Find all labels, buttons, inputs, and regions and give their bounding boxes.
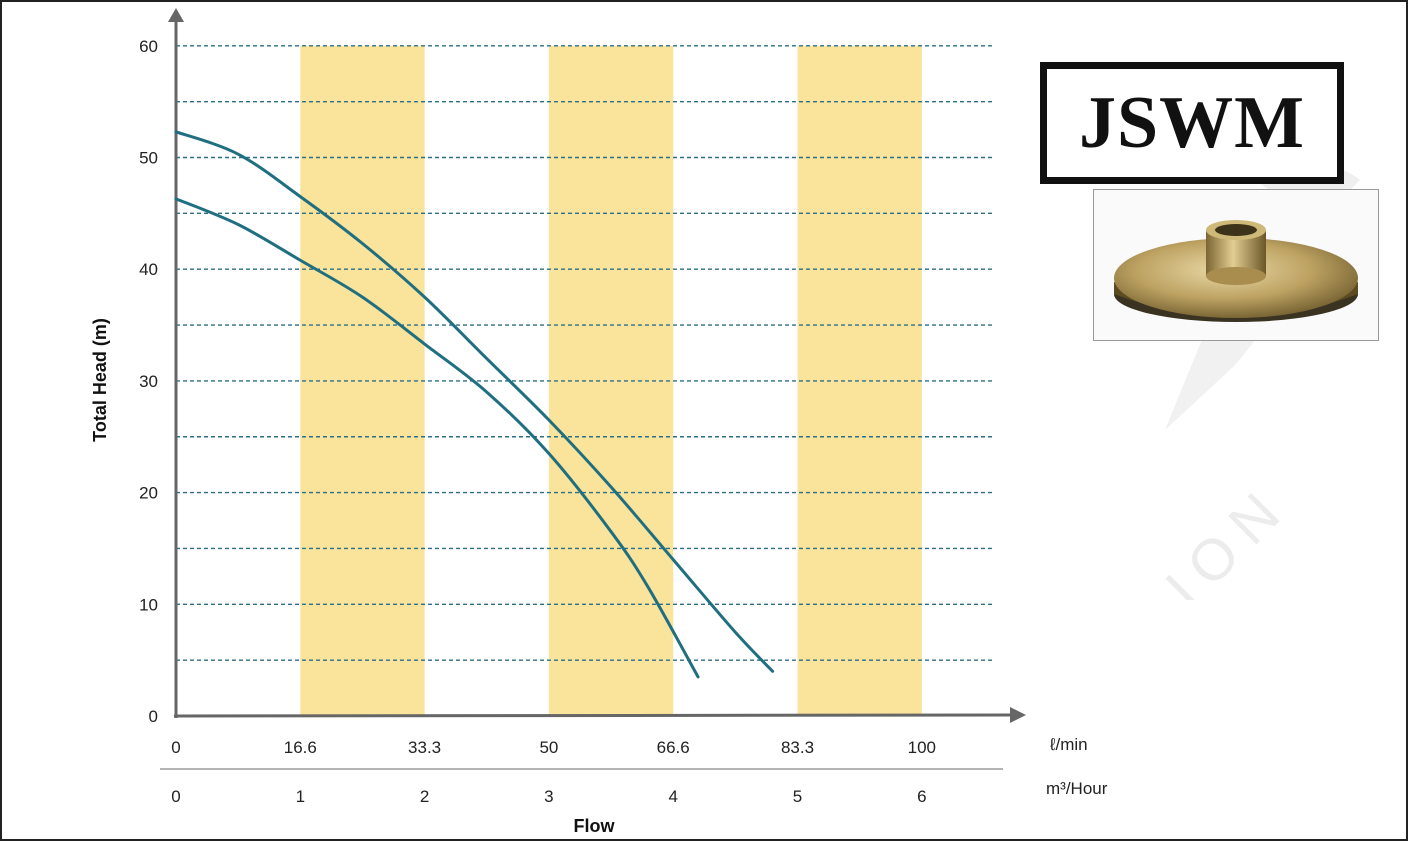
performance-curves	[174, 130, 775, 679]
curve-series-2	[174, 197, 700, 679]
y-tick-label: 30	[139, 372, 158, 391]
brand-name: JSWM	[1079, 81, 1305, 164]
x-tick-label-m3h: 4	[668, 787, 677, 806]
impeller-image	[1093, 189, 1379, 341]
x-unit-m3h: m³/Hour	[1046, 779, 1108, 798]
y-tick-label: 10	[139, 595, 158, 614]
impeller-illustration	[1114, 220, 1358, 322]
curve-series-1	[174, 130, 775, 673]
x-axis-line	[173, 713, 1016, 718]
y-tick-label: 60	[139, 37, 158, 56]
y-tick-label: 0	[149, 707, 158, 726]
x-axis-title: Flow	[574, 816, 616, 836]
y-axis-arrow	[168, 8, 184, 22]
x-tick-label-lmin: 0	[171, 738, 180, 757]
x-tick-label-lmin: 50	[539, 738, 558, 757]
gridlines	[176, 45, 995, 661]
x-tick-label-lmin: 66.6	[657, 738, 690, 757]
highlight-band-3	[797, 45, 922, 717]
x-tick-label-lmin: 83.3	[781, 738, 814, 757]
brand-logo-box: JSWM	[1040, 62, 1344, 184]
x-tick-label-m3h: 6	[917, 787, 926, 806]
x-tick-label-m3h: 1	[296, 787, 305, 806]
x-tick-label-lmin: 100	[908, 738, 936, 757]
y-tick-label: 50	[139, 149, 158, 168]
x-tick-label-m3h: 3	[544, 787, 553, 806]
x-tick-label-lmin: 16.6	[284, 738, 317, 757]
x-tick-label-m3h: 5	[793, 787, 802, 806]
x-unit-lmin: ℓ/min	[1049, 735, 1088, 754]
y-axis-title: Total Head (m)	[90, 318, 110, 442]
x-axis-arrow	[1010, 707, 1026, 723]
x-tick-labels: 0 0 16.6 1 33.3 2 50 3 66.6 4 83.3 5 100 6	[171, 738, 936, 806]
y-tick-label: 40	[139, 260, 158, 279]
x-tick-label-lmin: 33.3	[408, 738, 441, 757]
y-tick-labels: 0 10 20 30 40 50 60	[139, 37, 158, 726]
x-tick-label-m3h: 2	[420, 787, 429, 806]
x-tick-label-m3h: 0	[171, 787, 180, 806]
y-tick-label: 20	[139, 484, 158, 503]
